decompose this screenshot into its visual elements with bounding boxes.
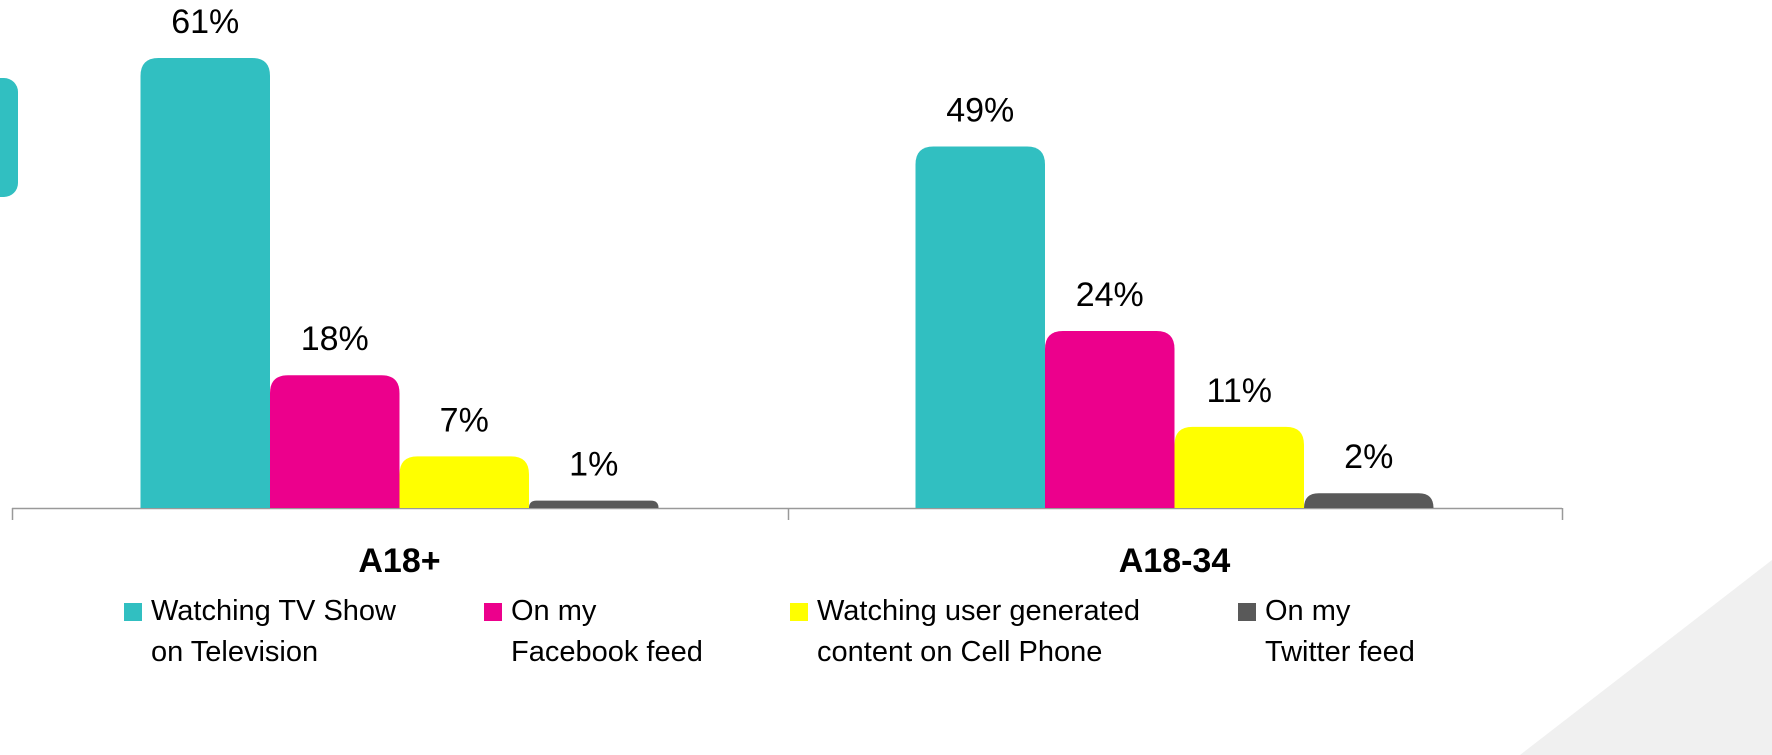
bar bbox=[915, 146, 1045, 508]
data-label: 7% bbox=[440, 401, 489, 439]
data-label: 1% bbox=[569, 446, 618, 484]
data-label: 2% bbox=[1344, 438, 1393, 476]
legend-label: On my Facebook feed bbox=[511, 595, 703, 668]
bar bbox=[399, 456, 529, 508]
legend-item: On my Twitter feed bbox=[1238, 591, 1435, 673]
legend-swatch bbox=[484, 603, 502, 621]
bar bbox=[1304, 493, 1434, 508]
decoration bbox=[1520, 560, 1772, 755]
data-label: 61% bbox=[171, 3, 239, 41]
bar bbox=[529, 500, 659, 508]
legend-label: Watching user generated content on Cell … bbox=[817, 595, 1140, 668]
bar bbox=[140, 58, 270, 508]
legend-swatch bbox=[790, 603, 808, 621]
data-label: 24% bbox=[1076, 276, 1144, 314]
bar bbox=[1045, 330, 1175, 508]
data-label: 18% bbox=[301, 320, 369, 358]
x-tick-label: A18+ bbox=[358, 542, 440, 580]
legend-label: Watching TV Show on Television bbox=[151, 595, 396, 668]
data-label: 11% bbox=[1206, 372, 1272, 410]
decoration bbox=[0, 78, 18, 197]
x-tick-label: A18-34 bbox=[1119, 542, 1231, 580]
legend-swatch bbox=[1238, 603, 1256, 621]
bar bbox=[1174, 426, 1304, 508]
legend-item: On my Facebook feed bbox=[484, 591, 711, 673]
bar bbox=[270, 375, 400, 508]
legend-swatch bbox=[124, 603, 142, 621]
data-label: 49% bbox=[946, 92, 1014, 130]
legend-label: On my Twitter feed bbox=[1265, 595, 1415, 668]
legend-item: Watching TV Show on Television bbox=[124, 591, 411, 673]
legend-item: Watching user generated content on Cell … bbox=[790, 591, 1167, 673]
